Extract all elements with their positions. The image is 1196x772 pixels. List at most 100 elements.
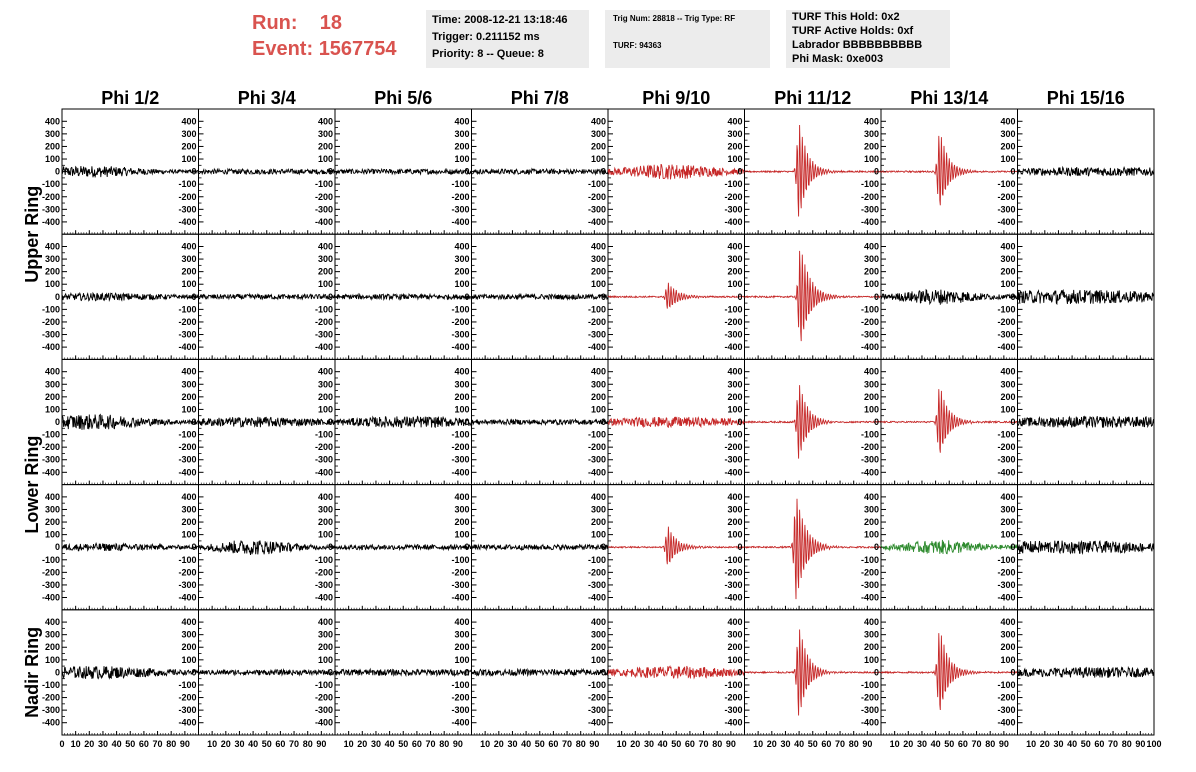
x-tick-label: 60 <box>958 739 968 749</box>
waveform-trace <box>61 665 199 680</box>
y-tick-label: -100 <box>861 304 879 314</box>
turf-info-box: TURF This Hold: 0x2 TURF Active Holds: 0… <box>786 10 950 68</box>
x-tick-label: 70 <box>289 739 299 749</box>
y-tick-label: 100 <box>181 279 196 289</box>
x-tick-label: 50 <box>535 739 545 749</box>
column-header: Phi 1/2 <box>101 88 159 108</box>
y-tick-label: 0 <box>464 292 469 302</box>
column-header: Phi 15/16 <box>1047 88 1125 108</box>
y-tick-label: 0 <box>328 167 333 177</box>
x-tick-label: 40 <box>658 739 668 749</box>
waveform-trace <box>471 418 609 427</box>
waveform-trace <box>1017 415 1155 429</box>
waveform-panel: 400 300 200 100 0 -100 -200 -300 -400 <box>451 108 609 235</box>
waveform-panel: 400 300 200 100 0 -100 -200 -300 -400 <box>588 233 745 360</box>
x-tick-label: 80 <box>576 739 586 749</box>
x-tick-label: 10 <box>617 739 627 749</box>
waveform-trace <box>334 167 472 176</box>
y-tick-label: 400 <box>1000 367 1015 377</box>
y-tick-label: 300 <box>864 254 879 264</box>
y-tick-label: -400 <box>42 342 60 352</box>
y-tick-label: 100 <box>727 530 742 540</box>
waveform-panel: 400 300 200 100 0 -100 -200 -300 -400 <box>42 484 199 611</box>
y-tick-label: 0 <box>874 417 879 427</box>
y-tick-label: -100 <box>588 555 606 565</box>
y-tick-label: 200 <box>864 392 879 402</box>
y-tick-label: 400 <box>1000 116 1015 126</box>
y-tick-label: 0 <box>601 167 606 177</box>
y-tick-label: -200 <box>724 567 742 577</box>
x-tick-label: 70 <box>835 739 845 749</box>
x-tick-label: 40 <box>385 739 395 749</box>
y-tick-label: -300 <box>451 204 469 214</box>
x-tick-label: 90 <box>999 739 1009 749</box>
turf-active-text: TURF Active Holds: 0xf <box>792 25 914 37</box>
x-tick-label: 40 <box>931 739 941 749</box>
y-tick-label: 100 <box>591 154 606 164</box>
y-tick-label: 100 <box>318 404 333 414</box>
waveform-trace <box>880 135 1018 206</box>
waveform-trace <box>471 292 609 301</box>
waveform-panel: 400 300 200 100 0 -100 -200 -300 -400 <box>178 484 336 611</box>
y-tick-label: 200 <box>591 392 606 402</box>
trig-info-box: Trig Num: 28818 -- Trig Type: RF TURF: 9… <box>605 10 770 68</box>
y-tick-label: 0 <box>464 542 469 552</box>
event-label: Event: <box>252 38 314 60</box>
waveform-trace <box>744 124 882 217</box>
y-tick-label: 400 <box>454 367 469 377</box>
y-tick-label: 0 <box>601 292 606 302</box>
waveform-trace <box>471 167 609 176</box>
y-tick-label: -400 <box>997 342 1015 352</box>
y-tick-label: -100 <box>997 179 1015 189</box>
y-tick-label: -200 <box>997 567 1015 577</box>
waveform-trace <box>61 541 199 552</box>
y-tick-label: -400 <box>315 467 333 477</box>
y-tick-label: -100 <box>588 179 606 189</box>
y-tick-label: -200 <box>861 442 879 452</box>
waveform-panel: 400 300 200 100 0 -100 -200 -300 -400 <box>724 233 882 360</box>
x-tick-label: 90 <box>1135 739 1145 749</box>
y-tick-label: 0 <box>328 542 333 552</box>
y-tick-label: 200 <box>454 267 469 277</box>
y-tick-label: -200 <box>724 442 742 452</box>
y-tick-label: -400 <box>451 718 469 728</box>
row-label: Nadir Ring <box>22 627 42 718</box>
waveform-panel: 400 300 200 100 0 -100 -200 -300 -400 <box>997 108 1155 235</box>
y-tick-label: -100 <box>588 680 606 690</box>
y-tick-label: -400 <box>588 593 606 603</box>
waveform-panel: 400 300 200 100 0 -100 -200 -300 -400 <box>588 484 745 611</box>
waveform-panel: 400 300 200 100 0 -100 -200 -300 -400 <box>451 484 609 611</box>
y-tick-label: 400 <box>864 116 879 126</box>
row-label: Upper Ring <box>22 186 42 283</box>
y-tick-label: -100 <box>588 430 606 440</box>
x-tick-label: 60 <box>685 739 695 749</box>
y-tick-label: 0 <box>874 167 879 177</box>
y-tick-label: -400 <box>451 217 469 227</box>
waveform-trace <box>607 416 745 429</box>
waveform-panel: 400 300 200 100 0 -100 -200 -300 -400 <box>451 358 609 486</box>
y-tick-label: -300 <box>588 204 606 214</box>
y-tick-label: -300 <box>861 330 879 340</box>
x-tick-label: 50 <box>398 739 408 749</box>
y-tick-label: 0 <box>1010 542 1015 552</box>
y-tick-label: 400 <box>1000 617 1015 627</box>
waveform-panel: 400 300 200 100 0 -100 -200 -300 -400 <box>724 484 882 611</box>
y-tick-label: 300 <box>864 630 879 640</box>
y-tick-label: -300 <box>724 330 742 340</box>
y-tick-label: 0 <box>191 417 196 427</box>
y-tick-label: -100 <box>178 304 196 314</box>
y-tick-label: -100 <box>42 179 60 189</box>
y-tick-label: 300 <box>45 504 60 514</box>
waveform-trace <box>471 667 609 678</box>
y-tick-label: -400 <box>42 467 60 477</box>
y-tick-label: -100 <box>724 680 742 690</box>
run-value: 18 <box>319 12 343 34</box>
y-tick-label: -300 <box>178 705 196 715</box>
y-tick-label: -300 <box>724 455 742 465</box>
y-tick-label: -100 <box>451 555 469 565</box>
y-tick-label: 100 <box>318 279 333 289</box>
y-tick-label: -300 <box>588 705 606 715</box>
x-tick-label: 60 <box>139 739 149 749</box>
y-tick-label: 400 <box>181 617 196 627</box>
waveform-trace <box>334 292 472 301</box>
